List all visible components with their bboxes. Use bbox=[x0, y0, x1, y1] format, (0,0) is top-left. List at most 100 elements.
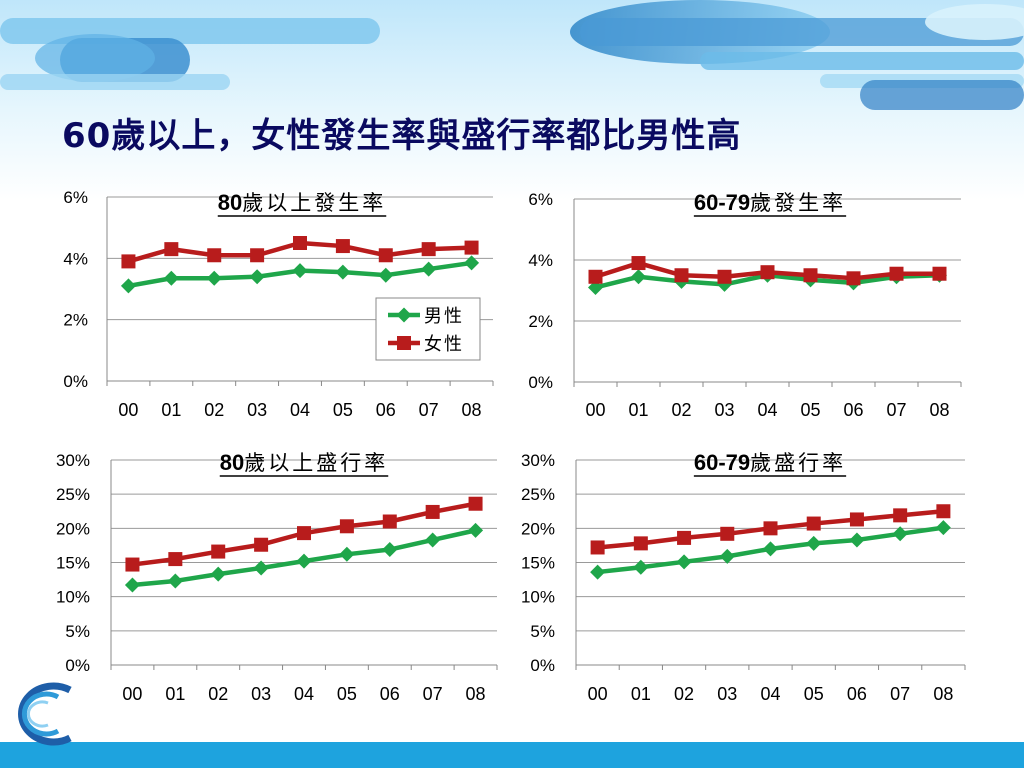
chart-title-number: 60-79 bbox=[694, 450, 750, 475]
marker-female bbox=[125, 557, 140, 572]
marker-male bbox=[421, 261, 437, 277]
x-tick-label: 03 bbox=[714, 400, 734, 420]
marker-female bbox=[378, 248, 393, 263]
marker-male bbox=[163, 270, 179, 286]
y-tick-label: 15% bbox=[521, 554, 555, 573]
marker-male bbox=[124, 577, 140, 593]
x-tick-label: 08 bbox=[929, 400, 949, 420]
y-tick-label: 25% bbox=[56, 485, 90, 504]
x-tick-label: 08 bbox=[933, 684, 953, 704]
marker-male bbox=[468, 522, 484, 538]
marker-female bbox=[164, 242, 179, 257]
marker-female bbox=[760, 265, 775, 280]
x-tick-label: 01 bbox=[631, 684, 651, 704]
x-tick-label: 00 bbox=[585, 400, 605, 420]
y-tick-label: 6% bbox=[528, 190, 553, 209]
marker-female bbox=[849, 512, 864, 527]
x-tick-label: 05 bbox=[800, 400, 820, 420]
marker-female bbox=[425, 504, 440, 519]
legend-box bbox=[375, 297, 481, 361]
marker-male bbox=[633, 559, 649, 575]
x-tick-label: 00 bbox=[122, 684, 142, 704]
x-tick-label: 03 bbox=[251, 684, 271, 704]
marker-female bbox=[293, 236, 307, 250]
marker-female bbox=[763, 521, 778, 536]
marker-female bbox=[677, 530, 692, 545]
marker-female bbox=[297, 526, 311, 541]
marker-male bbox=[935, 520, 951, 536]
marker-female bbox=[720, 526, 735, 541]
marker-male bbox=[590, 564, 606, 580]
marker-male bbox=[719, 548, 735, 564]
x-tick-label: 04 bbox=[757, 400, 777, 420]
marker-female bbox=[339, 519, 354, 534]
y-tick-label: 15% bbox=[56, 554, 90, 573]
x-tick-label: 05 bbox=[333, 400, 353, 420]
marker-female bbox=[421, 242, 436, 257]
legend-label: 女性 bbox=[424, 334, 464, 354]
marker-female bbox=[631, 256, 646, 271]
y-tick-label: 2% bbox=[63, 311, 88, 330]
chart-title-text: 歲以上發生率 bbox=[242, 191, 386, 215]
marker-female bbox=[335, 239, 350, 254]
marker-female bbox=[803, 268, 818, 283]
x-tick-label: 07 bbox=[423, 684, 443, 704]
marker-male bbox=[292, 263, 308, 279]
x-tick-label: 04 bbox=[760, 684, 780, 704]
x-tick-label: 01 bbox=[161, 400, 181, 420]
marker-female bbox=[590, 540, 605, 555]
marker-female bbox=[168, 552, 183, 567]
marker-female bbox=[846, 271, 861, 286]
x-tick-label: 00 bbox=[118, 400, 138, 420]
x-tick-label: 02 bbox=[674, 684, 694, 704]
chart-title: 80歲以上發生率 bbox=[218, 190, 386, 215]
x-tick-label: 06 bbox=[380, 684, 400, 704]
marker-female bbox=[468, 496, 483, 511]
x-tick-label: 07 bbox=[890, 684, 910, 704]
x-tick-label: 01 bbox=[165, 684, 185, 704]
marker-male bbox=[849, 532, 865, 548]
x-tick-label: 07 bbox=[419, 400, 439, 420]
marker-male bbox=[631, 269, 646, 285]
marker-female bbox=[806, 516, 821, 531]
x-tick-label: 08 bbox=[466, 684, 486, 704]
marker-female bbox=[889, 266, 904, 281]
legend-marker-male bbox=[396, 307, 412, 323]
x-tick-label: 06 bbox=[847, 684, 867, 704]
y-tick-label: 10% bbox=[521, 588, 555, 607]
chart-title-number: 80 bbox=[218, 190, 242, 215]
marker-male bbox=[676, 554, 692, 570]
marker-female bbox=[254, 537, 269, 552]
y-tick-label: 20% bbox=[521, 519, 555, 538]
marker-female bbox=[464, 240, 479, 255]
x-tick-label: 04 bbox=[290, 400, 310, 420]
chart-title-text: 歲以上盛行率 bbox=[244, 451, 388, 475]
bottom-bar bbox=[0, 742, 1024, 768]
marker-female bbox=[382, 514, 397, 529]
marker-female bbox=[633, 536, 648, 551]
x-tick-label: 01 bbox=[628, 400, 648, 420]
y-tick-label: 2% bbox=[528, 312, 553, 331]
y-tick-label: 30% bbox=[521, 451, 555, 470]
x-tick-label: 05 bbox=[804, 684, 824, 704]
y-tick-label: 0% bbox=[528, 373, 553, 392]
marker-male bbox=[206, 270, 222, 286]
x-tick-label: 02 bbox=[208, 684, 228, 704]
marker-male bbox=[339, 546, 355, 562]
y-tick-label: 0% bbox=[530, 656, 555, 675]
x-tick-label: 02 bbox=[204, 400, 224, 420]
y-tick-label: 20% bbox=[56, 519, 90, 538]
marker-female bbox=[893, 508, 908, 523]
marker-female bbox=[588, 269, 603, 284]
chart-title: 60-79歲盛行率 bbox=[694, 450, 846, 475]
marker-male bbox=[425, 532, 441, 548]
slide-title: 60歲以上，女性發生率與盛行率都比男性高 bbox=[62, 116, 742, 156]
legend-marker-female bbox=[397, 336, 411, 350]
marker-male bbox=[249, 269, 265, 285]
x-tick-label: 03 bbox=[247, 400, 267, 420]
x-tick-label: 07 bbox=[886, 400, 906, 420]
x-tick-label: 00 bbox=[588, 684, 608, 704]
y-tick-label: 0% bbox=[63, 372, 88, 391]
